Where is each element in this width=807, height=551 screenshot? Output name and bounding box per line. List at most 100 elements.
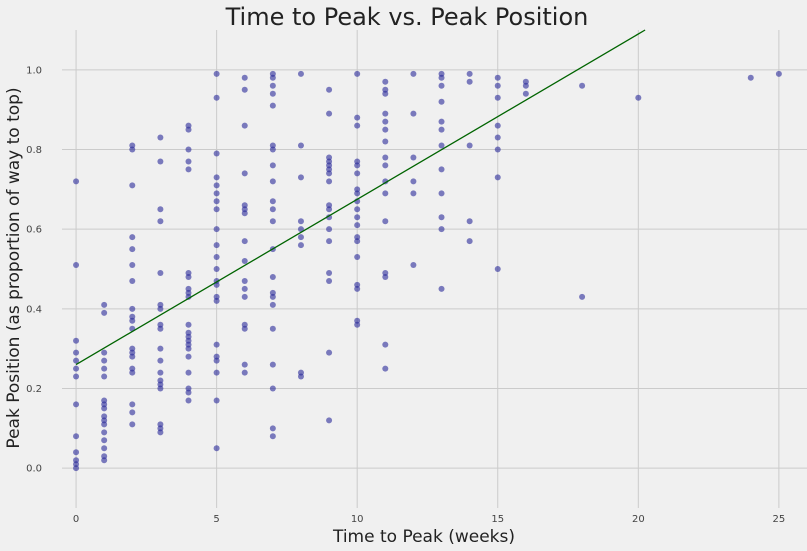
data-point (129, 277, 136, 284)
data-point (157, 305, 164, 312)
data-point (297, 373, 304, 380)
data-point (213, 174, 220, 181)
data-point (494, 134, 501, 141)
data-point (438, 226, 445, 233)
data-point (129, 353, 136, 360)
data-point (101, 309, 108, 316)
data-point (494, 94, 501, 101)
data-point (213, 70, 220, 77)
data-point (129, 317, 136, 324)
data-point (213, 198, 220, 205)
data-point (494, 174, 501, 181)
data-point (73, 337, 80, 344)
data-point (241, 74, 248, 81)
data-point (157, 325, 164, 332)
data-point (73, 401, 80, 408)
data-point (438, 142, 445, 149)
data-point (635, 94, 642, 101)
data-point (157, 369, 164, 376)
data-point (185, 353, 192, 360)
data-point (438, 190, 445, 197)
data-point (213, 445, 220, 452)
data-point (410, 178, 417, 185)
data-point (522, 90, 529, 97)
data-point (297, 226, 304, 233)
data-point (494, 74, 501, 81)
data-point (269, 178, 276, 185)
data-point (101, 437, 108, 444)
data-point (213, 190, 220, 197)
data-point (157, 134, 164, 141)
data-point (269, 361, 276, 368)
data-point (101, 365, 108, 372)
data-point (157, 345, 164, 352)
data-point (101, 373, 108, 380)
data-point (129, 234, 136, 241)
data-point (73, 262, 80, 269)
data-point (410, 70, 417, 77)
fit-line-layer (75, 29, 646, 366)
y-tick-label: 0.2 (26, 384, 42, 395)
data-point (326, 349, 333, 356)
data-point (157, 218, 164, 225)
data-point (326, 214, 333, 221)
data-point (129, 182, 136, 189)
data-point (494, 266, 501, 272)
data-point (438, 98, 445, 105)
data-point (522, 82, 529, 89)
data-point (73, 373, 80, 380)
y-tick-label: 0.4 (26, 304, 42, 315)
data-point (297, 234, 304, 241)
data-point (213, 254, 220, 261)
data-point (354, 321, 361, 328)
data-point (269, 102, 276, 109)
data-point (269, 273, 276, 280)
data-point (297, 70, 304, 77)
data-point (382, 273, 389, 280)
tick-labels: 0 5 10 15 20 25 0.0 0.2 0.4 0.6 0.8 1.0 (26, 65, 785, 525)
data-point (747, 74, 754, 81)
data-point (466, 142, 473, 149)
data-point (410, 262, 417, 269)
data-point (241, 238, 248, 245)
data-point (129, 246, 136, 253)
data-point (297, 174, 304, 181)
data-point (326, 178, 333, 185)
data-point (269, 146, 276, 153)
data-point (466, 70, 473, 77)
data-point (157, 429, 164, 436)
data-point (382, 78, 389, 85)
data-point (185, 397, 192, 404)
x-tick-label: 20 (632, 514, 645, 525)
data-point (241, 369, 248, 376)
data-point (269, 301, 276, 308)
data-point (382, 178, 389, 185)
data-point (354, 206, 361, 213)
data-point (354, 222, 361, 229)
data-point (213, 397, 220, 404)
data-point (213, 150, 220, 157)
data-point (241, 258, 248, 265)
data-point (213, 226, 220, 233)
data-point (354, 214, 361, 221)
data-point (326, 170, 333, 177)
data-point (73, 449, 80, 456)
data-point (494, 122, 501, 129)
data-point (494, 82, 501, 89)
data-point (579, 293, 586, 300)
data-point (241, 293, 248, 300)
data-point (438, 118, 445, 125)
data-point (213, 266, 220, 272)
data-point (269, 293, 276, 300)
data-point (354, 238, 361, 245)
x-tick-label: 25 (773, 514, 786, 525)
data-point (297, 142, 304, 149)
data-point (382, 218, 389, 225)
x-axis-label: Time to Peak (weeks) (332, 527, 515, 547)
data-point (157, 357, 164, 364)
data-point (269, 433, 276, 440)
y-tick-label: 0.6 (26, 225, 42, 236)
data-point (241, 86, 248, 93)
data-point (269, 198, 276, 205)
data-point (775, 70, 782, 77)
